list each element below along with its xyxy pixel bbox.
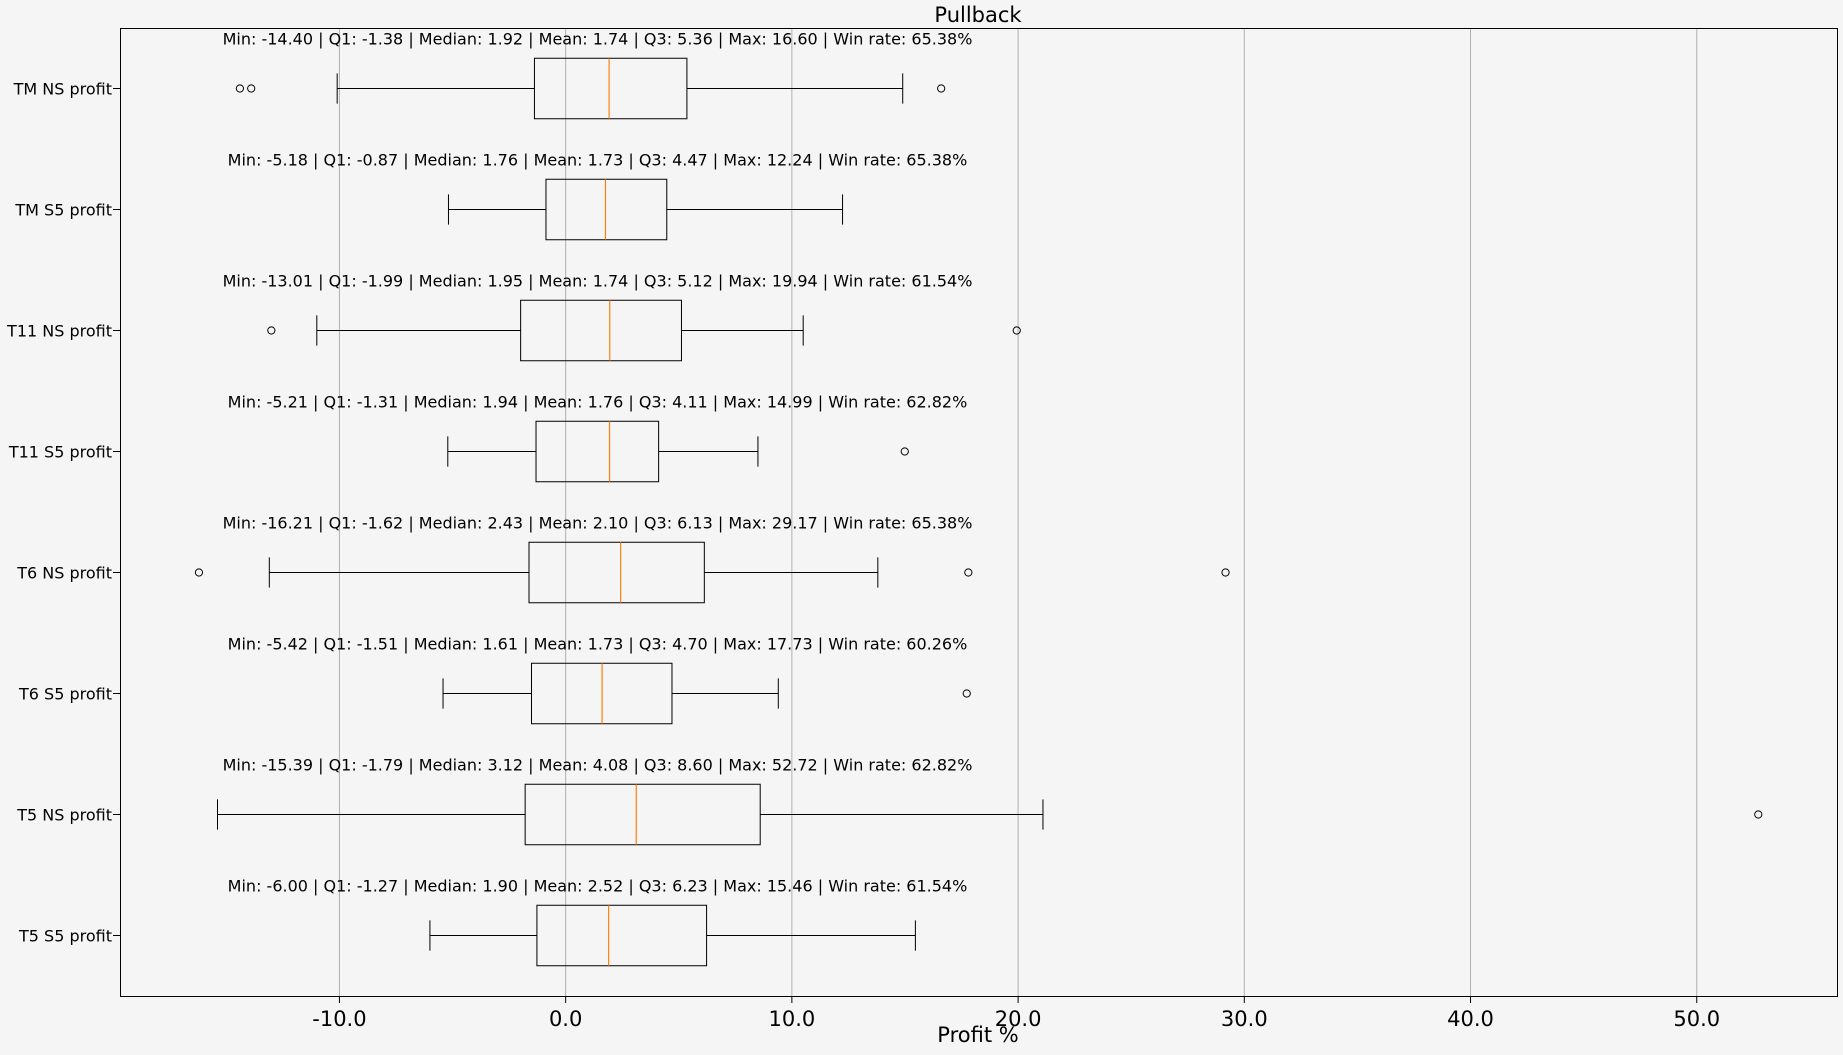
iqr-box <box>536 904 708 967</box>
outlier-point <box>962 689 971 698</box>
iqr-box <box>520 299 682 362</box>
y-tick-label: T11 S5 profit <box>8 443 112 462</box>
outlier-point <box>937 84 946 93</box>
box-group: Min: -5.18 | Q1: -0.87 | Median: 1.76 | … <box>228 150 968 241</box>
y-tick-label: TM S5 profit <box>14 201 112 220</box>
iqr-box <box>545 178 668 241</box>
outlier-point <box>247 84 256 93</box>
y-tick-label: TM NS profit <box>13 80 112 99</box>
grid-lines <box>338 28 1698 996</box>
box-summary-label: Min: -16.21 | Q1: -1.62 | Median: 2.43 |… <box>223 513 973 532</box>
x-tick-label: -10.0 <box>312 1007 366 1031</box>
y-tick-label: T5 S5 profit <box>18 927 112 946</box>
boxes: Min: -14.40 | Q1: -1.38 | Median: 1.92 |… <box>194 29 1763 967</box>
plot-frame <box>120 28 1838 997</box>
box-summary-label: Min: -5.18 | Q1: -0.87 | Median: 1.76 | … <box>228 150 968 169</box>
outlier-point <box>1754 810 1763 819</box>
box-summary-label: Min: -5.21 | Q1: -1.31 | Median: 1.94 | … <box>228 392 968 411</box>
axes: -10.0 0.0 10.0 20.0 30.0 40.0 50.0 TM NS profit… <box>6 80 1720 1032</box>
x-tick-label: 50.0 <box>1673 1007 1720 1031</box>
outlier-point <box>964 568 973 577</box>
y-tick-label: T6 S5 profit <box>18 685 112 704</box>
box-summary-label: Min: -13.01 | Q1: -1.99 | Median: 1.95 |… <box>223 271 973 290</box>
iqr-box <box>528 541 705 604</box>
iqr-box <box>535 420 660 483</box>
box-group: Min: -6.00 | Q1: -1.27 | Median: 1.90 | … <box>228 876 968 967</box>
box-group: Min: -5.42 | Q1: -1.51 | Median: 1.61 | … <box>228 634 971 725</box>
x-tick-label: 20.0 <box>995 1007 1042 1031</box>
box-group: Min: -5.21 | Q1: -1.31 | Median: 1.94 | … <box>228 392 968 483</box>
box-group: Min: -15.39 | Q1: -1.79 | Median: 3.12 |… <box>217 755 1763 846</box>
y-tick-label: T6 NS profit <box>16 564 112 583</box>
outlier-point <box>194 568 204 577</box>
box-summary-label: Min: -5.42 | Q1: -1.51 | Median: 1.61 | … <box>228 634 968 653</box>
box-summary-label: Min: -14.40 | Q1: -1.38 | Median: 1.92 |… <box>223 29 973 48</box>
box-group: Min: -16.21 | Q1: -1.62 | Median: 2.43 |… <box>194 513 1230 604</box>
x-tick-label: 40.0 <box>1447 1007 1494 1031</box>
iqr-box <box>524 783 761 846</box>
x-tick-label: 30.0 <box>1221 1007 1268 1031</box>
outlier-point <box>1221 568 1230 577</box>
y-tick-label: T11 NS profit <box>6 322 112 341</box>
y-tick-label: T5 NS profit <box>16 806 112 825</box>
box-summary-label: Min: -15.39 | Q1: -1.79 | Median: 3.12 |… <box>223 755 973 774</box>
outlier-point <box>267 326 276 335</box>
x-axis-label: Profit % <box>937 1023 1018 1047</box>
outlier-point <box>235 84 244 93</box>
box-group: Min: -13.01 | Q1: -1.99 | Median: 1.95 |… <box>223 271 1021 362</box>
iqr-box <box>533 57 688 120</box>
chart-title: Pullback <box>934 3 1022 27</box>
box-group: Min: -14.40 | Q1: -1.38 | Median: 1.92 |… <box>223 29 973 120</box>
x-tick-label: 0.0 <box>549 1007 582 1031</box>
outlier-point <box>900 447 909 456</box>
x-tick-label: 10.0 <box>768 1007 815 1031</box>
outlier-point <box>1012 326 1021 335</box>
box-summary-label: Min: -6.00 | Q1: -1.27 | Median: 1.90 | … <box>228 876 968 895</box>
